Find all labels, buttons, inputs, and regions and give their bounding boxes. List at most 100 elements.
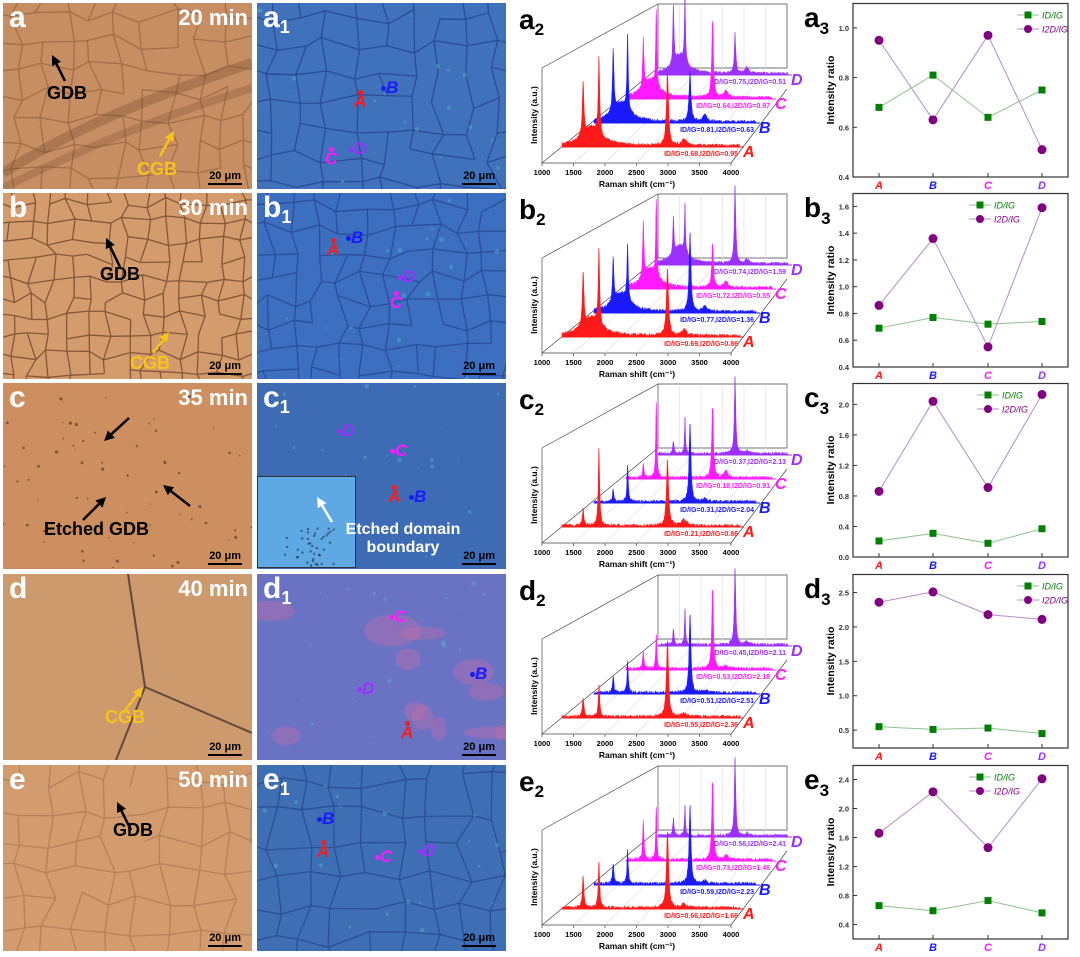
plot-frame	[852, 382, 1069, 558]
residue-speck	[496, 392, 500, 396]
grain-boundary-network	[257, 193, 506, 379]
etch-pit	[25, 523, 29, 527]
residue-speck	[470, 581, 476, 587]
gridline	[604, 4, 702, 164]
residue-speck	[406, 899, 411, 904]
residue-speck	[413, 385, 417, 388]
etch-pit	[6, 421, 9, 425]
spectrum-point-label-B: B	[759, 120, 771, 137]
etched-speck	[310, 564, 313, 567]
spectrum-B	[593, 614, 757, 695]
x-axis-label: Raman shift (cm⁻¹)	[599, 369, 675, 379]
gridline	[667, 766, 745, 926]
optical-image-b: b 30 min GDB CGB 20 μm	[3, 193, 252, 379]
residue-speck	[453, 654, 455, 656]
gridline	[699, 575, 766, 735]
gridline	[604, 194, 702, 354]
residue-speck	[363, 455, 367, 460]
residue-speck	[268, 732, 270, 734]
x-tick-label-D: D	[1038, 751, 1046, 763]
arrow-icon	[117, 802, 133, 831]
optical-image-c: c 35 min Etched GDB 20 μm	[3, 383, 252, 569]
etched-speck	[314, 532, 317, 535]
gridline	[604, 384, 702, 544]
etch-pit	[190, 518, 193, 521]
y-tick-label: 0.8	[839, 492, 849, 501]
x-tick-label: 1500	[565, 930, 582, 939]
residue-speck	[428, 673, 430, 675]
panel-letter: d	[263, 574, 282, 605]
spectrum-D	[657, 757, 789, 838]
residue-speck	[373, 99, 377, 103]
series-line-i2d-ig	[878, 394, 1043, 492]
etch-pit	[163, 460, 167, 464]
panel-label: a1	[263, 3, 290, 44]
etched-speck	[322, 548, 325, 551]
x-tick-label: 3000	[660, 358, 677, 367]
residue-speck	[429, 458, 434, 463]
raman-spectra-c2: 1000 1500 2000 2500 3000 3500 4000 Raman shift …	[519, 376, 803, 569]
panel-letter: d	[519, 575, 536, 606]
multilayer-region	[463, 726, 506, 739]
etch-pit	[72, 529, 75, 533]
data-point-id-ig-C	[984, 539, 992, 547]
spectrum-point-label-D: D	[791, 452, 803, 469]
etched-speck	[332, 528, 335, 531]
spectrum-point-label-A: A	[742, 906, 755, 923]
residue-speck	[451, 620, 454, 622]
residue-speck	[345, 587, 349, 591]
etched-speck	[309, 550, 312, 553]
point-C-marker	[393, 290, 399, 296]
x-tick-label: 3000	[660, 930, 677, 939]
residue-speck	[292, 446, 296, 450]
top-edge	[541, 3, 659, 69]
panel-subscript: 3	[821, 209, 830, 228]
micrograph-texture	[3, 193, 252, 379]
arrow-layer	[317, 497, 334, 523]
grain-boundary-network	[3, 193, 252, 379]
y-tick-label: 1.2	[839, 461, 849, 470]
residue-speck	[490, 138, 494, 142]
legend-label: ID/IG	[1002, 391, 1023, 401]
spectrum-ratio-label-C: ID/IG=0.72,I2D/IG=0.55	[696, 293, 770, 300]
spectrum-ratio-label-B: ID/IG=0.81,I2D/IG=0.63	[680, 127, 754, 134]
residue-speck	[321, 448, 324, 452]
raman-image-a1: a1 A B C D 20 μm	[257, 3, 506, 189]
data-point-i2d-ig-C	[983, 843, 993, 853]
etch-pit	[187, 395, 192, 399]
optical-image-a: a 20 min GDB CGB 20 μm	[3, 3, 252, 189]
etch-pit	[42, 541, 45, 543]
etched-speck	[325, 534, 328, 537]
etched-speck	[300, 529, 303, 532]
data-point-id-ig-D	[1038, 909, 1046, 917]
raman-spectra-b2: 1000 1500 2000 2500 3000 3500 4000 Raman shift …	[519, 185, 803, 379]
micrograph-texture	[257, 765, 506, 951]
point-A-marker	[391, 484, 397, 490]
multilayer-region	[272, 726, 301, 746]
y-tick-label: 0.4	[839, 522, 850, 531]
spectrum-ratio-label-D: ID/IG=0.74,I2D/IG=1.59	[712, 269, 786, 276]
residue-speck	[262, 808, 267, 813]
gridline	[699, 194, 766, 354]
residue-speck	[429, 464, 435, 469]
panel-letter: e	[263, 765, 280, 796]
point-D-label: D	[362, 679, 375, 698]
point-A-label: A	[327, 240, 340, 259]
raman-spectra-a2: 1000 1500 2000 2500 3000 3500 4000 Raman shift …	[519, 0, 803, 189]
grain-boundary-network	[257, 765, 506, 951]
residue-speck	[500, 40, 502, 42]
etch-pit	[152, 554, 155, 557]
x-tick-label: 3500	[691, 358, 708, 367]
data-point-id-ig-C	[984, 897, 992, 905]
residue-speck	[395, 650, 397, 653]
spectrum-C	[625, 198, 773, 290]
data-point-i2d-ig-C	[983, 483, 993, 493]
residue-speck	[395, 653, 397, 655]
residue-speck	[385, 912, 389, 916]
residue-speck	[438, 237, 444, 243]
etch-pit	[37, 465, 40, 468]
x-tick-label: 2500	[628, 168, 645, 177]
arrow-icon	[104, 417, 130, 441]
data-point-i2d-ig-D	[1037, 774, 1047, 784]
x-tick-label: 3500	[691, 930, 708, 939]
